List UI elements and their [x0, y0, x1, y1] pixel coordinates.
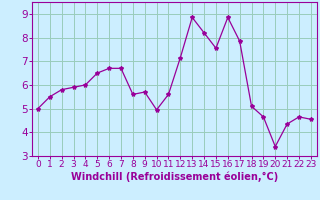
- X-axis label: Windchill (Refroidissement éolien,°C): Windchill (Refroidissement éolien,°C): [71, 172, 278, 182]
